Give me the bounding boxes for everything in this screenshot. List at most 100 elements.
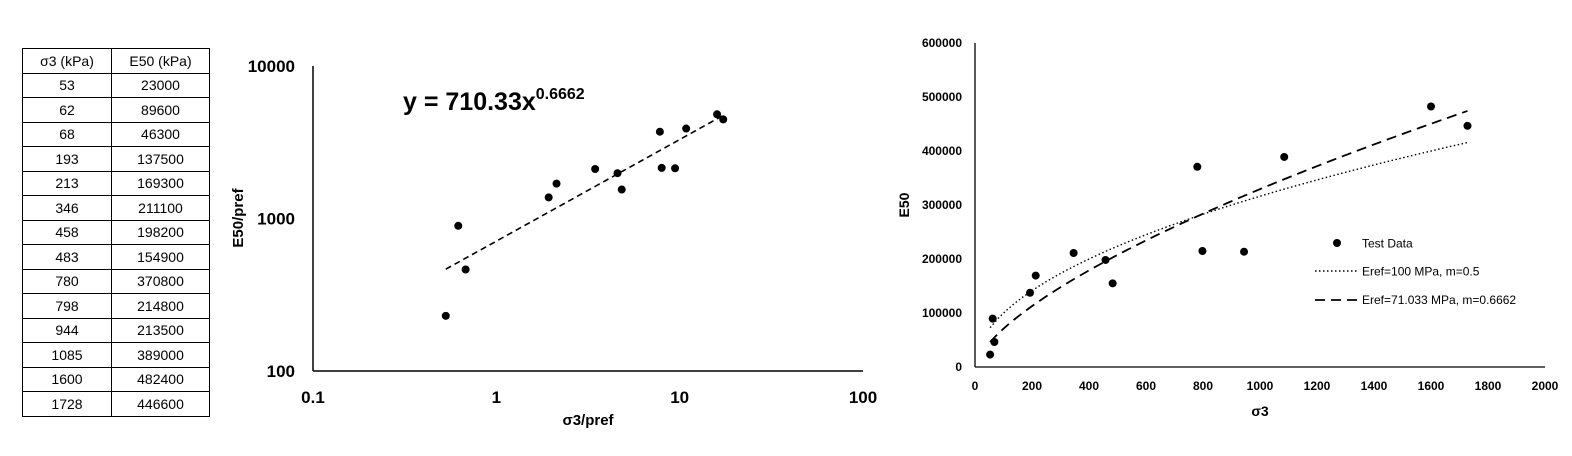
data-point: [1031, 271, 1040, 280]
cell-sigma3: 1085: [22, 342, 112, 368]
power-trendline: [445, 114, 724, 270]
eref71-curve: [989, 110, 1468, 343]
right-x-tick-label: 1800: [1475, 379, 1502, 393]
data-point: [655, 127, 664, 136]
right-y-tick-label: 200000: [922, 252, 962, 266]
right-y-tick-label: 500000: [922, 90, 962, 104]
left-y-axis-label: E50/pref: [230, 187, 247, 247]
right-y-tick-label: 300000: [922, 198, 962, 212]
table-row: 53 23000: [22, 72, 210, 98]
data-point: [713, 110, 722, 119]
data-point: [552, 179, 561, 188]
legend-marker-test-data: [1333, 239, 1341, 247]
equation-base: y = 710.33x: [403, 88, 536, 116]
right-x-tick-labels: 0 200 400 600 800 1000 1200 1400 1600 1800 2000: [972, 379, 1559, 393]
cell-sigma3: 213: [22, 170, 112, 196]
table-row: 944 213500: [22, 317, 210, 343]
cell-e50: 482400: [111, 366, 210, 392]
table-row: 1600 482400: [22, 366, 210, 392]
cell-sigma3: 1600: [22, 366, 112, 392]
column-header-sigma3: σ3 (kPa): [22, 48, 112, 74]
cell-sigma3: 483: [22, 244, 112, 270]
right-x-tick-label: 0: [972, 379, 979, 393]
cell-sigma3: 458: [22, 219, 112, 245]
cell-e50: 46300: [111, 121, 210, 147]
cell-e50: 198200: [111, 219, 210, 245]
data-point: [719, 115, 728, 124]
data-point: [1240, 247, 1249, 256]
data-point: [990, 337, 999, 346]
data-point: [1463, 121, 1472, 130]
left-y-tick-labels: 100 1000 10000: [248, 57, 295, 381]
table-body: 53 23000 62 89600 68 46300 193 137500 213 169300 3…: [22, 72, 210, 417]
right-y-tick-label: 400000: [922, 144, 962, 158]
table-header-row: σ3 (kPa) E50 (kPa): [22, 48, 210, 74]
left-y-tick-label: 100: [267, 362, 295, 381]
right-x-tick-label: 800: [1193, 379, 1213, 393]
data-point: [682, 124, 691, 133]
right-x-axis-label: σ3: [1251, 403, 1269, 419]
cell-e50: 370800: [111, 268, 210, 294]
table-row: 193 137500: [22, 146, 210, 172]
cell-e50: 137500: [111, 146, 210, 172]
right-x-tick-label: 1600: [1418, 379, 1445, 393]
right-y-axis-label: E50: [896, 192, 912, 217]
data-point: [617, 185, 626, 194]
right-y-tick-labels: 0 100000 200000 300000 400000 500000 600000: [922, 36, 962, 374]
right-x-tick-label: 2000: [1532, 379, 1559, 393]
data-point: [1280, 152, 1289, 161]
data-point: [441, 311, 450, 320]
log-log-chart: 100 1000 10000 0.1 1 10 100 y = 710.33x0.6662…: [230, 57, 877, 429]
cell-sigma3: 1728: [22, 391, 112, 417]
legend-label-eref71: Eref=71.033 MPa, m=0.6662: [1362, 293, 1516, 307]
table-row: 1728 446600: [22, 391, 210, 417]
data-point: [1193, 162, 1202, 171]
data-point: [1427, 102, 1435, 111]
right-x-tick-label: 1200: [1304, 379, 1331, 393]
data-point: [988, 314, 997, 323]
data-point: [1198, 247, 1207, 256]
data-point: [613, 169, 622, 178]
right-y-tick-label: 600000: [922, 36, 962, 50]
left-x-axis-label: σ3/pref: [562, 412, 614, 429]
table-row: 68 46300: [22, 121, 210, 147]
table-row: 62 89600: [22, 97, 210, 123]
right-x-tick-label: 1400: [1361, 379, 1388, 393]
cell-e50: 89600: [111, 97, 210, 123]
left-x-tick-label: 0.1: [301, 388, 325, 407]
data-point: [461, 265, 470, 274]
data-point: [544, 193, 553, 202]
left-y-tick-label: 10000: [248, 57, 295, 76]
right-x-tick-label: 400: [1079, 379, 1099, 393]
data-point: [1069, 249, 1078, 258]
table-row: 1085 389000: [22, 342, 210, 368]
data-point: [1108, 279, 1117, 288]
cell-sigma3: 68: [22, 121, 112, 147]
data-point: [1026, 288, 1035, 297]
equation-exponent: 0.6662: [536, 86, 585, 103]
left-x-tick-label: 10: [670, 388, 689, 407]
data-point: [591, 165, 600, 174]
left-x-tick-label: 100: [849, 388, 877, 407]
column-header-e50: E50 (kPa): [111, 48, 210, 74]
table-row: 780 370800: [22, 268, 210, 294]
right-y-tick-label: 0: [955, 360, 962, 374]
right-y-tick-label: 100000: [922, 306, 962, 320]
left-y-tick-label: 1000: [257, 210, 295, 229]
data-point: [454, 221, 463, 230]
legend-label-test-data: Test Data: [1362, 237, 1413, 251]
data-point: [671, 164, 680, 173]
data-point: [657, 163, 666, 172]
cell-sigma3: 798: [22, 293, 112, 319]
table-row: 213 169300: [22, 170, 210, 196]
cell-e50: 211100: [111, 195, 210, 221]
left-x-tick-labels: 0.1 1 10 100: [301, 388, 877, 407]
cell-e50: 389000: [111, 342, 210, 368]
data-point: [1101, 255, 1110, 264]
cell-e50: 446600: [111, 391, 210, 417]
right-x-tick-label: 200: [1022, 379, 1042, 393]
left-x-tick-label: 1: [492, 388, 501, 407]
trendline-equation: y = 710.33x0.6662: [403, 86, 585, 116]
cell-sigma3: 193: [22, 146, 112, 172]
